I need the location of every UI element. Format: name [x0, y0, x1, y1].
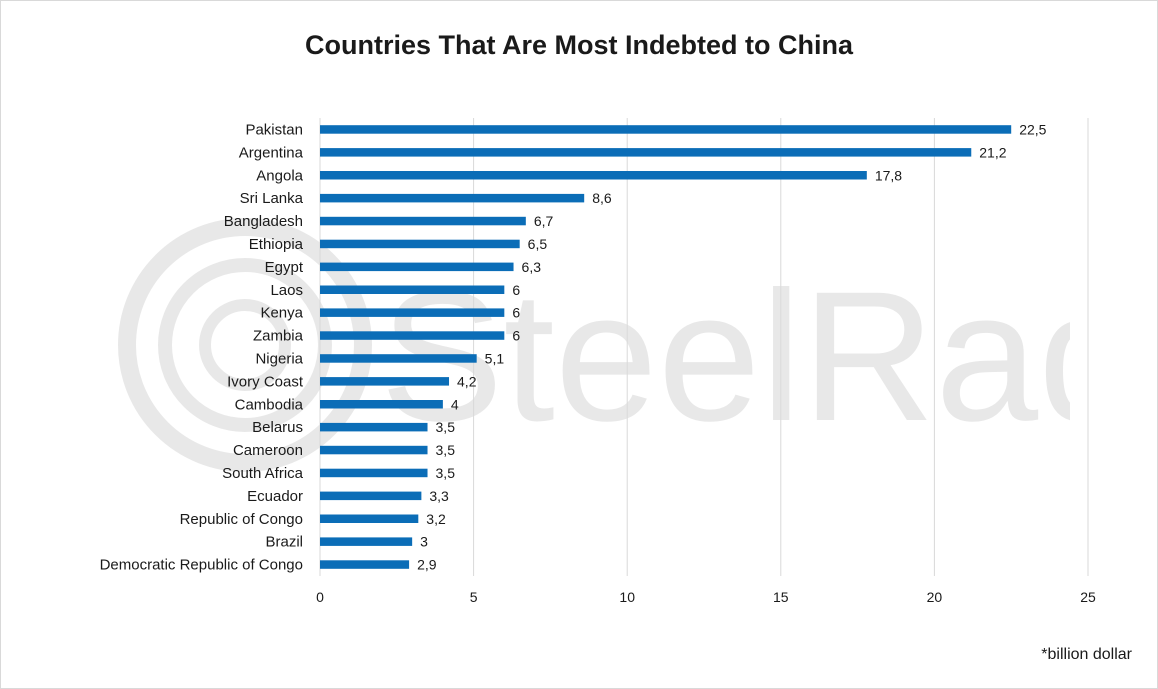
steelradar-logo-icon — [118, 218, 372, 472]
x-tick-label: 20 — [927, 589, 943, 605]
x-tick-label: 10 — [619, 589, 635, 605]
watermark-text: SteelRadar — [380, 254, 1070, 460]
category-label: Belarus — [252, 419, 303, 436]
category-label: Zambia — [253, 328, 304, 345]
category-label: Ecuador — [247, 488, 303, 505]
data-label: 6 — [512, 305, 520, 321]
x-tick-label: 15 — [773, 589, 789, 605]
bar — [320, 125, 1012, 134]
category-label: Ivory Coast — [227, 373, 304, 390]
bar — [320, 422, 428, 432]
bar — [320, 445, 428, 455]
data-label: 21,2 — [979, 144, 1006, 160]
category-label: Sri Lanka — [240, 190, 304, 207]
data-label: 4,2 — [457, 373, 477, 389]
bar — [320, 239, 520, 249]
bar — [320, 514, 419, 523]
category-label: Laos — [270, 282, 303, 299]
bar — [320, 262, 514, 272]
data-label: 6,7 — [534, 213, 554, 229]
bar — [320, 560, 410, 569]
bar — [320, 537, 413, 546]
steelradar-watermark: SteelRadar — [110, 205, 1158, 485]
data-label: 3,5 — [436, 442, 456, 458]
bar — [320, 285, 505, 294]
chart-title: Countries That Are Most Indebted to Chin… — [304, 30, 853, 60]
x-tick-label: 25 — [1080, 589, 1096, 605]
category-label: Argentina — [239, 144, 304, 161]
category-label: Kenya — [260, 305, 303, 322]
bar — [320, 377, 450, 386]
data-label: 2,9 — [417, 557, 437, 573]
x-tick-label: 5 — [470, 589, 478, 605]
data-label: 4 — [451, 396, 459, 412]
data-label: 3,2 — [426, 511, 446, 527]
category-label: Brazil — [265, 534, 303, 551]
category-label: Egypt — [265, 259, 304, 276]
bar — [320, 171, 867, 180]
category-label: South Africa — [222, 465, 304, 482]
data-label: 6,3 — [522, 259, 542, 275]
data-label: 3,5 — [436, 419, 456, 435]
data-label: 6,5 — [528, 236, 548, 252]
data-label: 5,1 — [485, 350, 505, 366]
bar — [320, 400, 443, 409]
x-tick-label: 0 — [316, 589, 324, 605]
data-label: 8,6 — [592, 190, 612, 206]
bar — [320, 331, 505, 340]
bar — [320, 308, 505, 317]
data-label: 6 — [512, 282, 520, 298]
category-label: Pakistan — [245, 121, 303, 138]
data-label: 3,3 — [429, 488, 449, 504]
category-label: Democratic Republic of Congo — [100, 557, 303, 574]
category-label: Angola — [256, 167, 303, 184]
bar — [320, 491, 422, 501]
data-label: 6 — [512, 328, 520, 344]
bar — [320, 148, 972, 157]
data-label: 22,5 — [1019, 121, 1046, 137]
category-label: Nigeria — [255, 350, 303, 367]
bar — [320, 216, 526, 226]
bar — [320, 468, 428, 478]
category-label: Republic of Congo — [180, 511, 303, 528]
data-label: 3 — [420, 534, 428, 550]
category-label: Cambodia — [235, 396, 304, 413]
category-label: Bangladesh — [224, 213, 303, 230]
data-label: 17,8 — [875, 167, 902, 183]
category-label: Ethiopia — [249, 236, 304, 253]
bar — [320, 354, 477, 363]
data-label: 3,5 — [436, 465, 456, 481]
category-label: Cameroon — [233, 442, 303, 459]
unit-footnote: *billion dollar — [1041, 646, 1132, 663]
bar — [320, 193, 585, 203]
